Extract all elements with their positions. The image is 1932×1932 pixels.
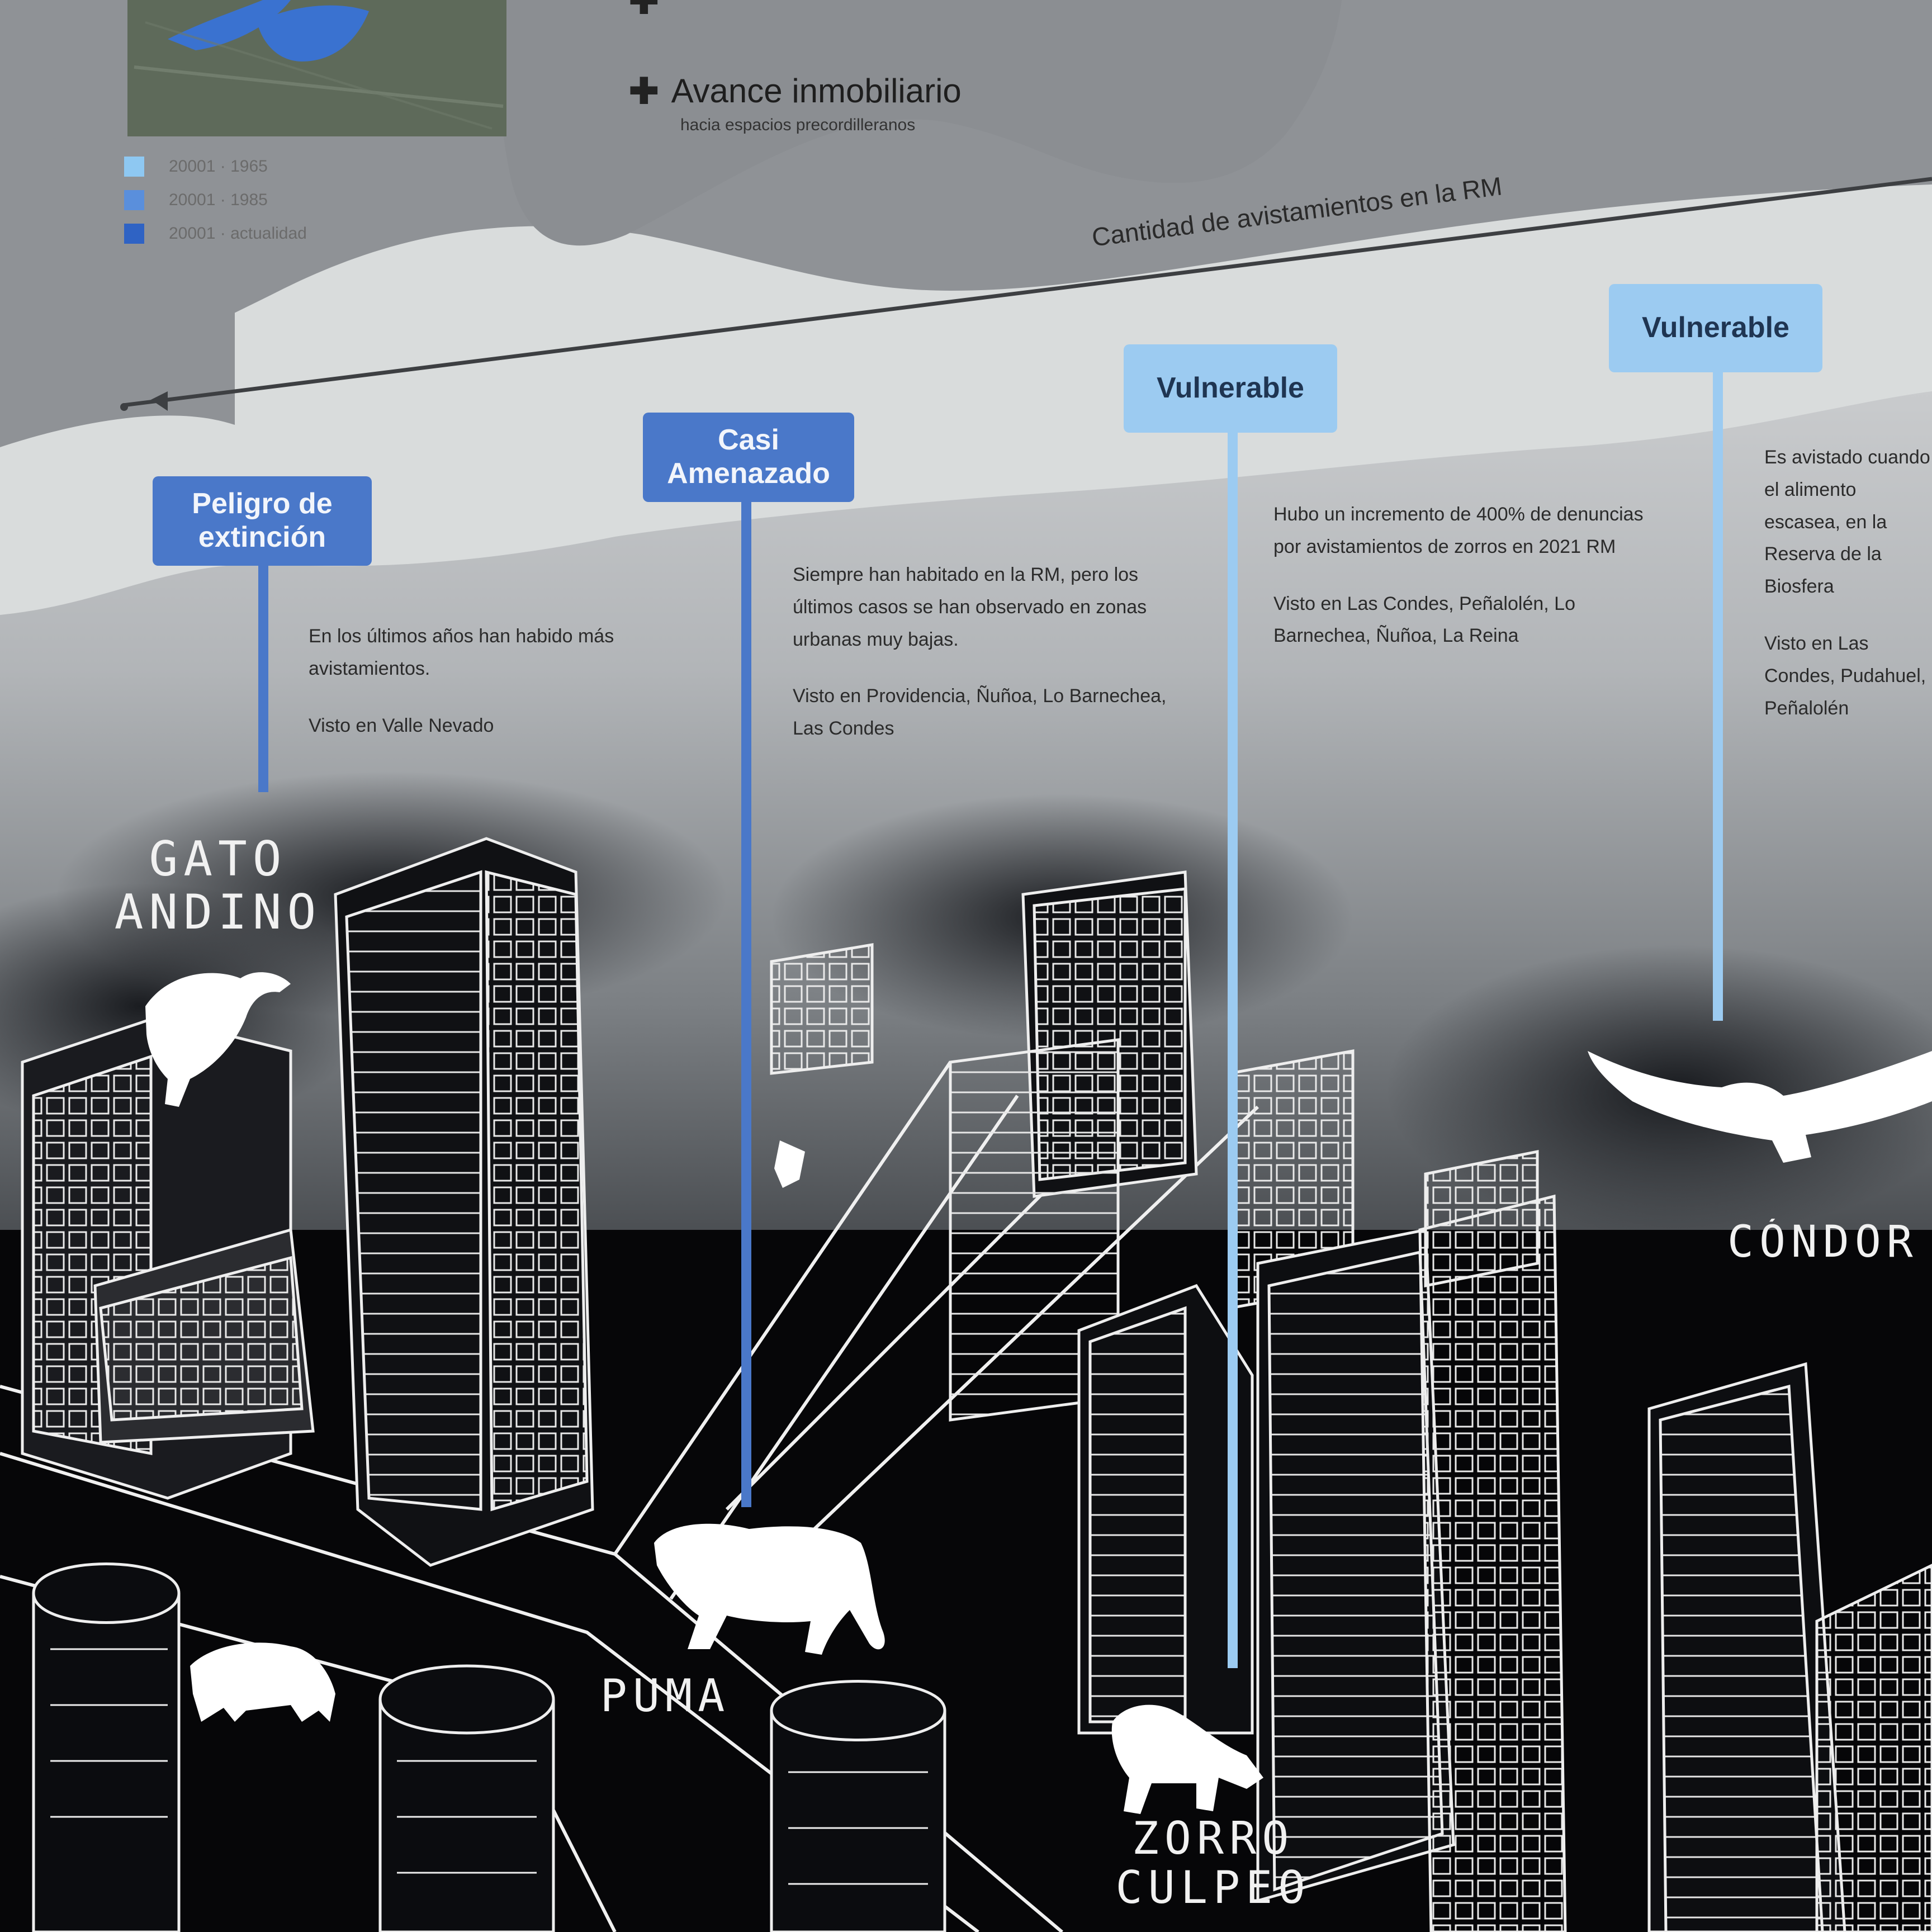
animal-label-line: ZORRO (1131, 1812, 1295, 1864)
animal-label-condor: CÓNDOR (1727, 1219, 1932, 1267)
legend-row: 20001 · 1985 (124, 189, 268, 211)
legend-key-title: Avance inmobiliario (671, 72, 962, 110)
animal-label-puma: PUMA (581, 1671, 749, 1721)
legend-swatch (124, 157, 144, 177)
status-line: Vulnerable (1642, 311, 1789, 344)
legend-key: ✚ Avance inmobiliario hacia espacios pre… (629, 72, 962, 135)
species-text: En los últimos años han habido más avist… (309, 626, 614, 679)
legend-label: 20001 · 1985 (169, 191, 268, 209)
status-tag-vulnerable: Vulnerable (1124, 344, 1337, 433)
legend-label: 20001 · actualidad (169, 224, 307, 243)
species-description: Siempre han habitado en la RM, pero los … (793, 559, 1195, 770)
species-location: Visto en Las Condes, Pudahuel, Peñalolén (1764, 632, 1926, 719)
species-description: En los últimos años han habido más avist… (309, 621, 672, 766)
status-pole (1713, 372, 1723, 1021)
status-pole (1228, 433, 1238, 1668)
status-line: Vulnerable (1157, 372, 1304, 405)
status-line: Peligro de (192, 487, 333, 520)
legend-row: 20001 · actualidad (124, 222, 307, 245)
species-location: Visto en Las Condes, Peñalolén, Lo Barne… (1273, 593, 1575, 647)
species-location: Visto en Providencia, Ñuñoa, Lo Barneche… (793, 685, 1167, 740)
species-text: Es avistado cuando el alimento escasea, … (1764, 447, 1930, 598)
status-line: extinción (198, 521, 326, 553)
animal-label-line: PUMA (600, 1670, 731, 1722)
animal-label-line: CULPEO (1115, 1862, 1311, 1914)
species-text: Siempre han habitado en la RM, pero los … (793, 564, 1147, 650)
species-text: Hubo un incremento de 400% de denuncias … (1273, 504, 1644, 557)
status-line: Casi (718, 424, 779, 457)
animal-label-line: GATO (149, 831, 287, 887)
legend-row: 20001 · 1965 (124, 155, 268, 178)
legend-swatch (124, 190, 144, 210)
legend-label: 20001 · 1965 (169, 157, 268, 176)
status-tag-peligro: Peligro de extinción (153, 476, 372, 566)
animal-label-line: CÓNDOR (1727, 1219, 1919, 1267)
species-description: Hubo un incremento de 400% de denuncias … (1273, 499, 1665, 677)
status-pole (741, 502, 751, 1507)
status-pole (258, 566, 268, 792)
animal-label-gato-andino: GATO ANDINO (106, 833, 330, 939)
status-tag-vulnerable: Vulnerable (1609, 284, 1822, 372)
species-location: Visto en Valle Nevado (309, 714, 494, 736)
animal-label-line: ANDINO (114, 884, 322, 940)
animal-label-zorro-culpeo: ZORRO CULPEO (1101, 1814, 1325, 1912)
plus-icon: ✚ (629, 0, 659, 21)
status-line: Amenazado (667, 457, 830, 490)
legend-swatch (124, 224, 144, 244)
plus-icon: ✚ (629, 70, 659, 111)
species-description: Es avistado cuando el alimento escasea, … (1764, 442, 1932, 749)
legend-key-subtitle: hacia espacios precordilleranos (680, 116, 916, 134)
status-tag-casi-amenazado: Casi Amenazado (643, 413, 854, 502)
